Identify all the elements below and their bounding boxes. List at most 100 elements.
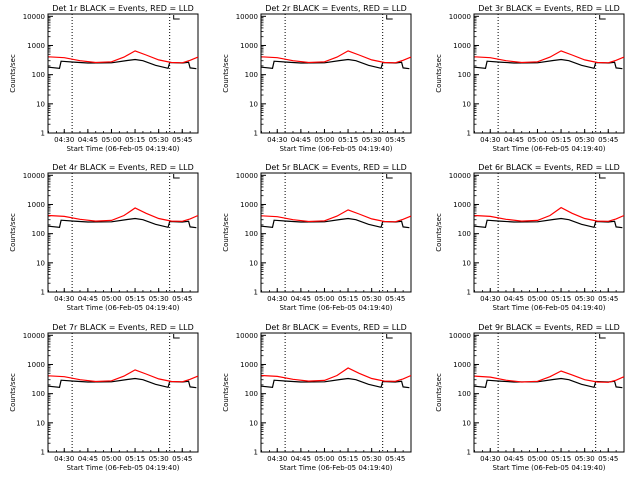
plot-frame	[260, 13, 412, 134]
y-tick-label: 1	[41, 289, 45, 297]
y-axis-label: Counts/sec	[9, 54, 17, 93]
x-tick-label: 05:00	[101, 295, 121, 303]
y-tick-label: 10	[36, 100, 45, 108]
series-line-red	[48, 50, 199, 64]
chart-panel: Det 3r BLACK = Events, RED = LLD 1 10 100 10…	[435, 4, 625, 153]
chart-title: Det 5r BLACK = Events, RED = LLD	[265, 163, 407, 172]
y-axis-label: Counts/sec	[435, 213, 443, 252]
x-tick-label: 04:45	[291, 136, 311, 144]
y-tick-label: 1000	[453, 201, 471, 209]
plot-frame	[260, 332, 412, 453]
x-tick-label: 05:45	[172, 295, 192, 303]
marker-bracket	[173, 15, 180, 20]
series-line-red	[474, 206, 625, 222]
x-tick-label: 05:30	[149, 295, 169, 303]
chart-title: Det 1r BLACK = Events, RED = LLD	[52, 4, 194, 13]
x-tick-label: 04:30	[54, 136, 74, 144]
x-tick-label: 05:45	[172, 136, 192, 144]
plot-frame	[473, 332, 625, 453]
y-tick-label: 100	[32, 71, 45, 79]
y-tick-label: 1	[41, 449, 45, 457]
plot-frame	[47, 13, 199, 134]
y-axis-label: Counts/sec	[435, 373, 443, 412]
y-tick-label: 10	[36, 259, 45, 267]
y-tick-label: 10	[462, 259, 471, 267]
y-tick-label: 1	[467, 130, 471, 138]
chart-panel: Det 6r BLACK = Events, RED = LLD 1 10 100 10…	[435, 163, 625, 312]
y-tick-label: 1	[254, 289, 258, 297]
x-tick-label: 04:30	[267, 295, 287, 303]
x-tick-label: 04:30	[480, 455, 500, 463]
series-line-red	[48, 207, 199, 222]
marker-bracket	[599, 15, 606, 20]
y-tick-label: 10000	[236, 332, 258, 340]
x-axis-label: Start Time (06-Feb-05 04:19:40)	[492, 304, 605, 312]
marker-bracket	[599, 334, 606, 339]
x-tick-label: 04:45	[504, 455, 524, 463]
marker-bracket	[599, 174, 606, 179]
chart-panel: Det 5r BLACK = Events, RED = LLD 1 10 100 10…	[222, 163, 412, 312]
x-tick-label: 05:15	[338, 455, 358, 463]
x-tick-label: 05:45	[598, 455, 618, 463]
series-line-black	[48, 217, 197, 229]
plot-frame	[473, 172, 625, 293]
x-tick-label: 05:30	[362, 455, 382, 463]
x-tick-label: 05:45	[385, 295, 405, 303]
x-tick-label: 04:30	[267, 136, 287, 144]
chart-panel: Det 7r BLACK = Events, RED = LLD 1 10 100 10…	[9, 323, 199, 472]
x-tick-label: 05:30	[362, 136, 382, 144]
y-axis-label: Counts/sec	[9, 373, 17, 412]
x-axis-label: Start Time (06-Feb-05 04:19:40)	[492, 464, 605, 472]
marker-bracket	[386, 334, 393, 339]
marker-bracket	[386, 15, 393, 20]
y-tick-label: 10	[249, 419, 258, 427]
x-tick-label: 05:00	[314, 136, 334, 144]
plot-frame	[260, 172, 412, 293]
y-tick-label: 1000	[453, 42, 471, 50]
series-line-black	[261, 377, 410, 389]
y-axis-label: Counts/sec	[222, 213, 230, 252]
x-tick-label: 05:45	[385, 455, 405, 463]
chart-panel: Det 1r BLACK = Events, RED = LLD 1 10 100 10…	[9, 4, 199, 153]
x-tick-label: 05:15	[338, 136, 358, 144]
x-axis-label: Start Time (06-Feb-05 04:19:40)	[66, 304, 179, 312]
plot-frame	[47, 332, 199, 453]
y-tick-label: 1000	[240, 201, 258, 209]
y-tick-label: 10	[462, 100, 471, 108]
series-line-black	[474, 58, 623, 70]
y-tick-label: 10000	[236, 172, 258, 180]
series-line-red	[261, 50, 412, 64]
x-tick-label: 04:30	[54, 455, 74, 463]
x-tick-label: 04:45	[291, 455, 311, 463]
y-tick-label: 1000	[27, 42, 45, 50]
chart-title: Det 3r BLACK = Events, RED = LLD	[478, 4, 620, 13]
x-tick-label: 05:00	[314, 295, 334, 303]
x-tick-label: 05:00	[527, 136, 547, 144]
series-line-black	[261, 217, 410, 229]
y-tick-label: 1000	[27, 201, 45, 209]
x-tick-label: 05:15	[551, 455, 571, 463]
chart-panel: Det 4r BLACK = Events, RED = LLD 1 10 100 10…	[9, 163, 199, 312]
x-tick-label: 05:00	[314, 455, 334, 463]
x-tick-label: 05:45	[598, 295, 618, 303]
x-tick-label: 05:30	[575, 136, 595, 144]
series-line-red	[261, 209, 412, 223]
y-tick-label: 1	[41, 130, 45, 138]
x-tick-label: 05:45	[172, 455, 192, 463]
chart-panel: Det 2r BLACK = Events, RED = LLD 1 10 100 10…	[222, 4, 412, 153]
y-tick-label: 100	[458, 230, 471, 238]
y-tick-label: 100	[458, 390, 471, 398]
x-tick-label: 05:30	[362, 295, 382, 303]
y-tick-label: 10000	[23, 13, 45, 21]
x-tick-label: 05:45	[598, 136, 618, 144]
y-tick-label: 100	[245, 230, 258, 238]
y-tick-label: 1000	[240, 361, 258, 369]
x-tick-label: 04:30	[480, 295, 500, 303]
y-tick-label: 100	[458, 71, 471, 79]
y-tick-label: 100	[32, 390, 45, 398]
y-tick-label: 1000	[240, 42, 258, 50]
x-tick-label: 04:45	[291, 295, 311, 303]
x-axis-label: Start Time (06-Feb-05 04:19:40)	[492, 145, 605, 153]
y-tick-label: 10000	[236, 13, 258, 21]
